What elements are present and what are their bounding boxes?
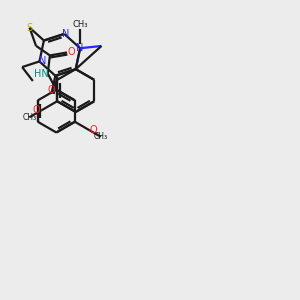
- Text: O: O: [48, 85, 56, 95]
- Text: CH₃: CH₃: [22, 113, 36, 122]
- Text: HN: HN: [34, 69, 49, 79]
- Text: N: N: [62, 29, 69, 39]
- Text: S: S: [26, 22, 33, 33]
- Text: N: N: [76, 43, 84, 53]
- Text: O: O: [89, 125, 97, 135]
- Text: O: O: [32, 105, 40, 116]
- Text: CH₃: CH₃: [72, 20, 88, 29]
- Text: CH₃: CH₃: [94, 132, 108, 141]
- Text: N: N: [39, 56, 46, 66]
- Text: O: O: [68, 47, 75, 58]
